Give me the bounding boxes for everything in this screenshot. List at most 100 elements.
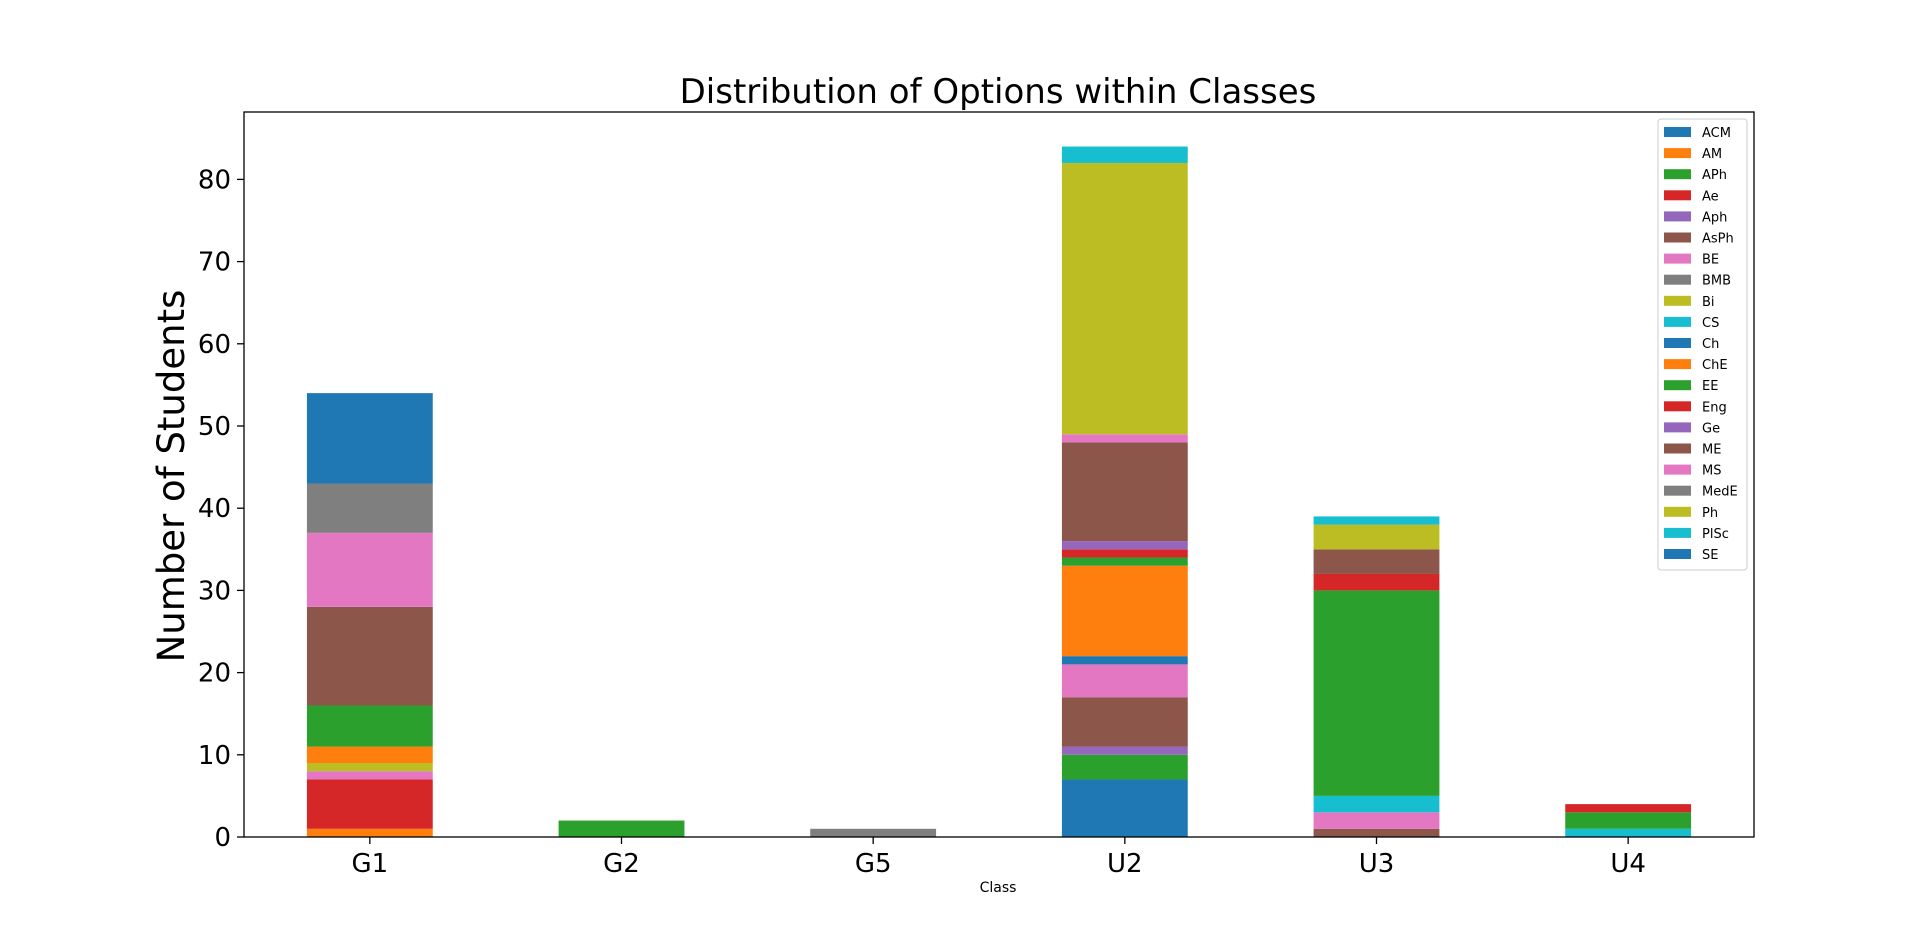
legend-label-be: BE — [1702, 253, 1719, 268]
legend-swatch-plsc — [1664, 527, 1691, 538]
bar-segment-g1-2 — [306, 771, 433, 780]
bar-segment-u2-7 — [1061, 557, 1188, 566]
legend-swatch-am — [1664, 148, 1691, 159]
bar-segment-g2-0 — [558, 820, 685, 837]
bar-segment-u2-12 — [1061, 162, 1188, 435]
legend-swatch-bmb — [1664, 274, 1691, 285]
y-tick-label: 60 — [198, 330, 231, 360]
bar-segment-u4-1 — [1565, 812, 1692, 829]
bar-segment-u2-2 — [1061, 746, 1188, 755]
y-tick-label: 30 — [198, 576, 231, 606]
x-tick-label-u3: U3 — [1359, 849, 1395, 879]
legend-swatch-be — [1664, 253, 1691, 264]
bar-segment-u2-6 — [1061, 565, 1188, 657]
x-axis-ticks: G1 G2 G5 U2 U3 U4 — [351, 837, 1646, 879]
bar-segment-u3-5 — [1313, 549, 1440, 574]
legend-frame — [1657, 118, 1748, 571]
legend-swatch-ch — [1664, 338, 1691, 348]
x-axis-label: Class — [980, 880, 1017, 896]
legend-swatch-ee — [1664, 380, 1691, 391]
bar-segment-u2-9 — [1061, 541, 1188, 550]
bar-segment-u4-2 — [1565, 804, 1692, 813]
legend-swatch-bi — [1664, 295, 1691, 306]
x-tick-label-g1: G1 — [351, 849, 388, 879]
legend-swatch-che — [1664, 359, 1691, 370]
legend-label-se: SE — [1702, 548, 1718, 563]
legend-label-bi: Bi — [1702, 295, 1715, 310]
bar-segment-u2-13 — [1061, 146, 1188, 163]
plot-frame — [243, 111, 1755, 838]
x-tick-label-u4: U4 — [1610, 849, 1646, 879]
bar-segment-g1-5 — [306, 705, 433, 747]
legend-label-plsc: PlSc — [1702, 527, 1729, 542]
legend-swatch-ge — [1664, 422, 1691, 433]
bar-segment-g1-6 — [306, 606, 433, 706]
legend-swatch-asph — [1664, 232, 1691, 243]
bar-segment-g1-1 — [306, 779, 433, 829]
y-tick-label: 0 — [214, 823, 231, 853]
y-tick-label: 70 — [198, 248, 231, 278]
legend-label-ms: MS — [1702, 464, 1721, 479]
chart-title: Distribution of Options within Classes — [680, 72, 1317, 112]
legend-label-eng: Eng — [1702, 400, 1727, 415]
legend-label-asph: AsPh — [1702, 232, 1734, 247]
bar-segment-u2-11 — [1061, 434, 1188, 443]
bar-segment-g1-0 — [306, 828, 433, 837]
bar-segment-g1-7 — [306, 532, 433, 607]
legend-label-aph: Aph — [1702, 210, 1727, 225]
bar-segment-u2-1 — [1061, 754, 1188, 780]
legend-swatch-cs — [1664, 316, 1691, 327]
y-tick-label: 80 — [198, 165, 231, 195]
bar-segment-u2-5 — [1061, 656, 1188, 665]
bar-segment-u2-4 — [1061, 664, 1188, 698]
bar-segment-u2-3 — [1061, 697, 1188, 747]
y-tick-label: 10 — [198, 741, 231, 771]
x-tick-label-g2: G2 — [603, 849, 640, 879]
legend-label-am: AM — [1702, 147, 1722, 162]
bar-segment-u3-2 — [1313, 795, 1440, 813]
bar-segment-g1-8 — [306, 483, 433, 533]
y-tick-label: 50 — [198, 412, 231, 442]
bar-segment-g1-4 — [306, 746, 433, 764]
bar-segment-u2-10 — [1061, 442, 1188, 542]
bar-segment-u4-0 — [1565, 828, 1692, 837]
legend-label-aph: APh — [1702, 168, 1727, 183]
bar-segment-u3-7 — [1313, 516, 1440, 525]
bar-segment-u3-1 — [1313, 812, 1440, 829]
legend-label-acm: ACM — [1702, 126, 1731, 141]
legend-label-me: ME — [1702, 443, 1721, 458]
y-tick-label: 20 — [198, 659, 231, 689]
legend-label-ge: Ge — [1702, 421, 1720, 436]
legend-label-ae: Ae — [1702, 189, 1719, 204]
y-axis-label: Number of Students — [150, 290, 193, 663]
legend-swatch-aph — [1664, 211, 1691, 222]
bar-segment-u3-3 — [1313, 590, 1440, 796]
legend-swatch-ae — [1664, 190, 1691, 201]
bars-layer — [306, 146, 1692, 837]
legend-swatch-acm — [1664, 127, 1691, 137]
legend-swatch-aph — [1664, 169, 1691, 180]
legend-label-ch: Ch — [1702, 337, 1719, 352]
bar-segment-u3-0 — [1313, 828, 1440, 837]
bar-segment-u2-8 — [1061, 549, 1188, 558]
y-axis-ticks: 0 10 20 30 40 50 60 70 80 — [198, 165, 244, 853]
bar-segment-u3-6 — [1313, 524, 1440, 550]
bar-segment-u3-4 — [1313, 573, 1440, 591]
legend-swatch-se — [1664, 549, 1691, 559]
legend-swatch-ms — [1664, 464, 1691, 475]
bar-segment-g1-9 — [306, 393, 433, 484]
bar-segment-u2-0 — [1061, 779, 1188, 837]
x-tick-label-u2: U2 — [1107, 849, 1143, 879]
bar-segment-g5-0 — [810, 828, 937, 837]
legend-swatch-mede — [1664, 485, 1691, 496]
legend: ACM AM APh Ae Aph AsPh BE BMB Bi CS Ch ChE EE Eng Ge ME… — [1657, 118, 1748, 571]
legend-label-ph: Ph — [1702, 506, 1718, 521]
legend-label-cs: CS — [1702, 316, 1719, 331]
legend-swatch-me — [1664, 443, 1691, 454]
x-tick-label-g5: G5 — [855, 849, 892, 879]
legend-swatch-eng — [1664, 401, 1691, 412]
legend-swatch-ph — [1664, 506, 1691, 517]
y-tick-label: 40 — [198, 494, 231, 524]
